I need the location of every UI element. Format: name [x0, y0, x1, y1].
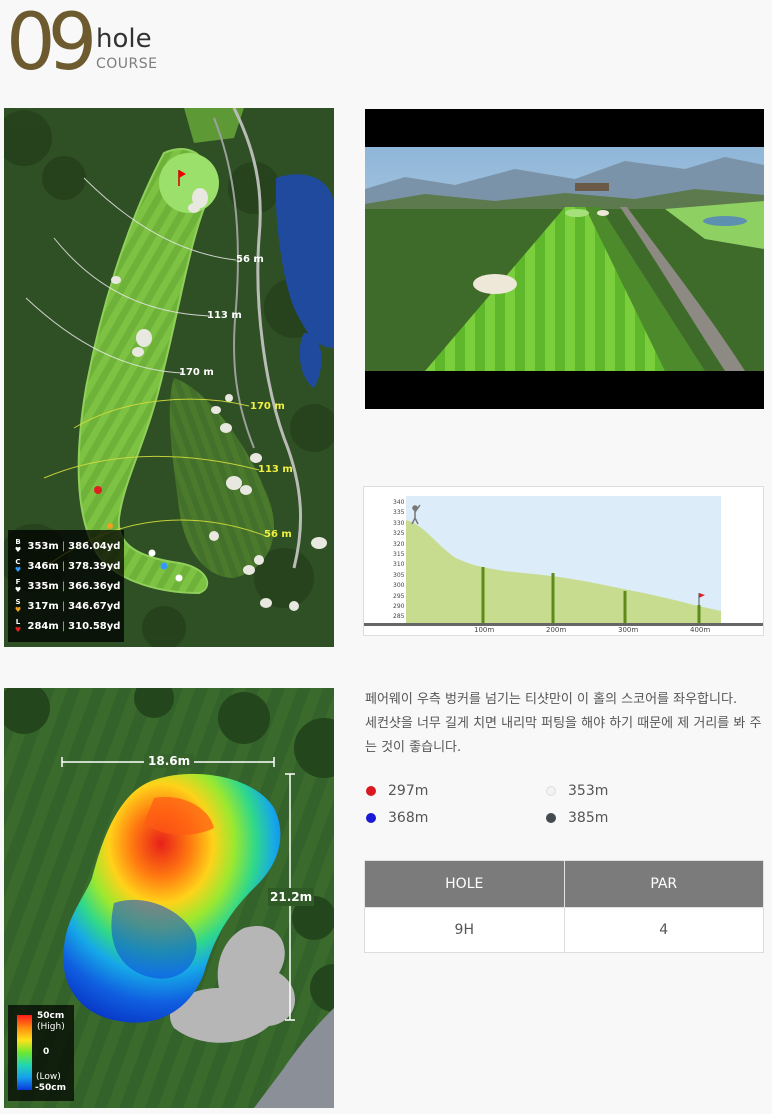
description-line: 는 것이 좋습니다.	[365, 740, 462, 755]
tee-color-dot	[366, 813, 376, 823]
elevation-profile: 340 335 330 325 320 315 310 305 300 295 290 285 100…	[363, 486, 764, 636]
hole-description: 페어웨이 우측 벙커를 넘기는 티샷만이 이 홀의 스코어를 좌우합니다. 세컨…	[365, 688, 765, 760]
distance-label: 170 m	[179, 367, 214, 378]
elevation-y-tick: 335	[393, 509, 405, 517]
table-header-par: PAR	[563, 860, 764, 908]
legend-meters: 284m	[27, 621, 59, 632]
table-cell-par: 4	[563, 907, 764, 953]
elevation-x-tick: 300m	[618, 626, 639, 634]
course-map-graphic	[4, 108, 334, 647]
legend-meters: 353m	[27, 541, 59, 552]
elevation-y-tick: 325	[393, 530, 405, 538]
scale-mid-value: 0	[43, 1047, 50, 1057]
elevation-y-tick: 320	[393, 540, 405, 548]
legend-yards: 346.67yd	[68, 601, 121, 612]
flyover-video[interactable]	[365, 109, 764, 409]
elevation-x-tick: 100m	[474, 626, 495, 634]
table-header-hole: HOLE	[364, 860, 565, 908]
legend-row: L ♥ 284m | 310.58yd	[12, 618, 121, 636]
elevation-x-tick: 400m	[690, 626, 711, 634]
tee-distance-item: 353m	[546, 781, 608, 801]
scale-high-note: (High)	[37, 1022, 65, 1032]
elevation-y-tick: 305	[393, 571, 405, 579]
course-subtitle: COURSE	[96, 56, 158, 72]
tee-color-dot	[546, 813, 556, 823]
flyover-frame	[365, 147, 764, 371]
elevation-x-tick: 200m	[546, 626, 567, 634]
elevation-y-tick: 310	[393, 561, 405, 569]
hole-number: 09	[6, 0, 97, 88]
tee-color-dot	[366, 786, 376, 796]
tee-marker-icon: B ♥	[14, 538, 22, 554]
tee-distance-item: 368m	[366, 808, 428, 828]
tee-distance-value: 297m	[388, 783, 429, 799]
scale-low-value: -50cm	[35, 1083, 66, 1093]
description-line: 페어웨이 우측 벙커를 넘기는 티샷만이 이 홀의 스코어를 좌우합니다.	[365, 692, 738, 707]
tee-distance-value: 385m	[568, 810, 609, 826]
legend-row: C ♥ 346m | 378.39yd	[12, 558, 121, 576]
distance-label: 56 m	[236, 254, 264, 265]
elevation-chart	[364, 496, 763, 626]
elevation-y-tick: 290	[393, 603, 405, 610]
tee-distance-value: 368m	[388, 810, 429, 826]
tee-legend: B ♥ 353m | 386.04yd C ♥ 346m | 378.39yd F ♥ 335…	[8, 530, 124, 642]
elevation-y-tick: 300	[393, 582, 405, 590]
elevation-y-tick: 340	[393, 499, 405, 506]
legend-row: F ♥ 335m | 366.36yd	[12, 578, 121, 596]
elevation-y-tick: 295	[393, 592, 405, 600]
legend-meters: 346m	[27, 561, 59, 572]
legend-yards: 386.04yd	[68, 541, 121, 552]
elevation-y-tick: 285	[393, 613, 405, 621]
hole-info-table: HOLE PAR 9H 4	[364, 860, 764, 953]
legend-row: B ♥ 353m | 386.04yd	[12, 538, 121, 556]
tee-marker-icon: L ♥	[14, 618, 22, 634]
legend-yards: 378.39yd	[68, 561, 121, 572]
elevation-y-tick: 330	[393, 519, 405, 527]
color-scale-bar	[17, 1015, 32, 1090]
tee-distance-item: 385m	[546, 808, 608, 828]
table-header-row: HOLE PAR	[364, 860, 764, 908]
distance-label: 56 m	[264, 529, 292, 540]
distance-label: 113 m	[207, 310, 242, 321]
description-line: 세컨샷을 너무 길게 치면 내리막 퍼팅을 해야 하기 때문에 제 거리를 봐 …	[365, 716, 762, 731]
legend-meters: 317m	[27, 601, 59, 612]
green-depth-label: 21.2m	[268, 888, 315, 906]
elevation-y-tick: 315	[393, 551, 405, 558]
distance-label: 113 m	[258, 464, 293, 475]
tee-marker-icon: F ♥	[14, 578, 22, 594]
tee-distance-item: 297m	[366, 781, 428, 801]
green-width-label: 18.6m	[144, 754, 195, 768]
legend-yards: 366.36yd	[68, 581, 121, 592]
elevation-color-scale: 50cm (High) 0 (Low) -50cm	[8, 1005, 74, 1101]
course-map: 56 m 113 m 170 m 170 m 113 m 56 m	[4, 108, 334, 647]
table-cell-hole: 9H	[364, 907, 565, 953]
distance-label: 170 m	[250, 401, 285, 412]
table-row: 9H 4	[364, 907, 764, 953]
legend-meters: 335m	[27, 581, 59, 592]
legend-row: S ♥ 317m | 346.67yd	[12, 598, 121, 616]
legend-yards: 310.58yd	[68, 621, 121, 632]
tee-distance-value: 353m	[568, 783, 609, 799]
tee-marker-icon: S ♥	[14, 598, 22, 614]
tee-color-dot	[546, 786, 556, 796]
scale-low-note: (Low)	[36, 1072, 61, 1082]
tee-marker-icon: C ♥	[14, 558, 22, 574]
hole-title: hole	[96, 24, 152, 54]
scale-high-value: 50cm	[37, 1011, 65, 1021]
